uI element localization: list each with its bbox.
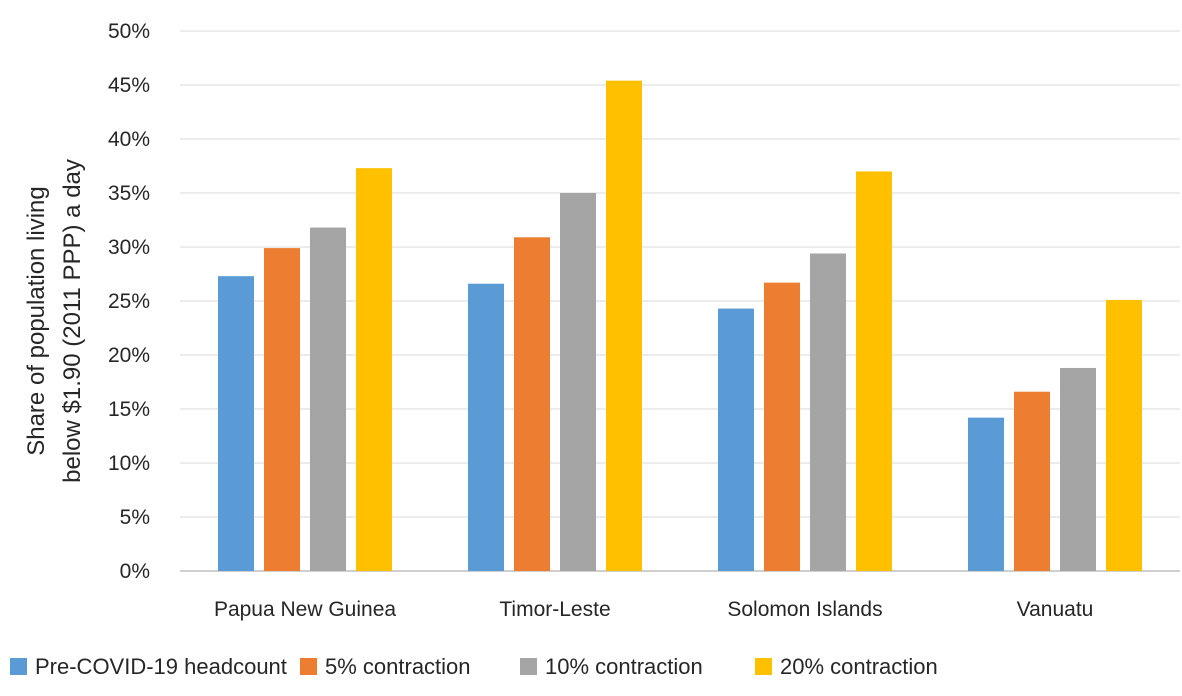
y-tick-label: 5% [120,506,150,529]
bar-pre-covid-19-headcount-timor-leste [468,283,504,571]
legend-label: 20% contraction [780,654,938,679]
bars [218,80,1142,572]
bar-10-contraction-papua-new-guinea [310,227,346,571]
bar-20-contraction-solomon-islands [856,171,892,571]
legend-swatch [300,658,317,675]
y-axis-title: Share of population living below $1.90 (2… [23,159,86,483]
legend-swatch [10,658,27,675]
x-tick-label: Timor-Leste [499,598,610,621]
bar-pre-covid-19-headcount-solomon-islands [718,308,754,571]
bar-5-contraction-vanuatu [1014,391,1050,571]
bar-pre-covid-19-headcount-papua-new-guinea [218,276,254,571]
y-axis-title-line: below $1.90 (2011 PPP) a day [59,159,86,483]
bar-10-contraction-timor-leste [560,193,596,571]
bar-10-contraction-vanuatu [1060,367,1096,571]
bar-20-contraction-vanuatu [1106,299,1142,571]
x-tick-label: Vanuatu [1017,598,1094,621]
y-tick-label: 35% [108,182,150,205]
y-tick-label: 25% [108,290,150,313]
x-tick-label: Papua New Guinea [214,598,396,621]
bar-10-contraction-solomon-islands [810,253,846,572]
bar-20-contraction-timor-leste [606,80,642,572]
legend-swatch [755,658,772,675]
legend-label: 5% contraction [325,654,471,679]
legend-swatch [520,658,537,675]
legend: Pre-COVID-19 headcount 5% contraction 10% … [10,654,938,679]
bar-20-contraction-papua-new-guinea [356,168,392,571]
x-axis-ticks: Papua New Guinea Timor-Leste Solomon Islan… [214,598,1093,621]
y-tick-label: 0% [120,560,150,583]
y-axis-title-line: Share of population living [23,186,50,456]
x-tick-label: Solomon Islands [727,598,882,621]
y-tick-label: 20% [108,344,150,367]
legend-label: 10% contraction [545,654,703,679]
y-tick-label: 45% [108,74,150,97]
bar-5-contraction-timor-leste [514,237,550,571]
y-tick-label: 50% [108,20,150,43]
y-tick-label: 10% [108,452,150,475]
y-axis-ticks: 0% 5% 10% 15% 20% 25% 30% 35% 40% 45% 50% [108,20,150,583]
bar-5-contraction-solomon-islands [764,282,800,571]
legend-label: Pre-COVID-19 headcount [35,654,287,679]
gridlines [180,30,1180,572]
bar-5-contraction-papua-new-guinea [264,248,300,571]
bar-pre-covid-19-headcount-vanuatu [968,417,1004,571]
y-tick-label: 30% [108,236,150,259]
y-tick-label: 40% [108,128,150,151]
y-tick-label: 15% [108,398,150,421]
